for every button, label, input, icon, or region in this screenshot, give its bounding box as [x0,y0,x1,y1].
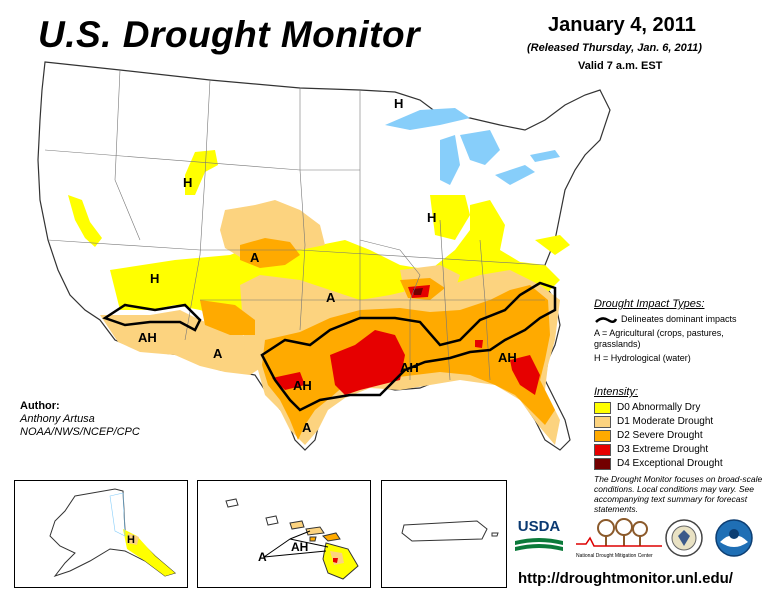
label-ah-louisiana: AH [400,360,419,375]
map-date: January 4, 2011 [548,14,696,36]
author-name: Anthony Artusa [20,413,95,425]
author-heading: Author: [20,400,60,412]
label-h-michigan: H [394,96,403,111]
ndmc-logo: National Drought Mitigation Center [576,518,662,560]
label-a-newmexico: A [213,346,223,361]
usda-logo-text: USDA [517,518,561,535]
impact-agri-label: A = Agricultural (crops, pastures, grass… [594,328,724,349]
author-org: NOAA/NWS/NCEP/CPC [20,426,140,438]
label-ah-arizona: AH [138,330,157,345]
hawaii-inset: AH A [197,480,371,588]
author-block: Author: Anthony Artusa NOAA/NWS/NCEP/CPC [20,400,140,439]
usda-logo: USDA [513,518,565,560]
label-ah-hawaii: AH [291,540,308,554]
d3-areas [272,285,540,395]
label-ah-georgia: AH [498,350,517,365]
label-h-illinois: H [427,210,436,225]
legend-label-d1: D1 Moderate Drought [617,416,714,427]
impact-legend: Drought Impact Types: Delineates dominan… [594,298,770,367]
legend-label-d0: D0 Abnormally Dry [617,402,701,413]
label-h-arizona: H [150,271,159,286]
website-url[interactable]: http://droughtmonitor.unl.edu/ [518,570,733,587]
label-ah-texas: AH [293,378,312,393]
ndmc-trees-icon [576,518,662,547]
label-a-texas-south: A [302,420,312,435]
usda-wave-icon [515,538,563,551]
impact-hydro-label: H = Hydrological (water) [594,353,691,363]
legend-swatch-d3 [594,443,611,456]
state-borders [44,69,546,381]
label-h-alaska: H [127,534,135,546]
page-title: U.S. Drought Monitor [38,14,420,55]
alaska-map: H [49,488,177,577]
legend-swatch-d4 [594,457,611,470]
impact-legend-title: Drought Impact Types: [594,298,705,310]
legend-label-d2: D2 Severe Drought [617,430,703,441]
puerto-rico-map [401,520,499,542]
label-a-colorado: A [250,250,260,265]
legend-swatch-d1 [594,415,611,428]
label-a-hawaii: A [258,550,267,564]
legend-label-d4: D4 Exceptional Drought [617,458,723,469]
d4-area [413,288,423,295]
intensity-legend: Intensity: D0 Abnormally Dry D1 Moderate… [594,386,770,471]
impact-lines [102,281,557,412]
label-a-kansas: A [326,290,336,305]
alaska-inset: H [14,480,188,588]
legend-swatch-d2 [594,429,611,442]
legend-label-d3: D3 Extreme Drought [617,444,709,455]
label-h-montana: H [183,175,192,190]
ndmc-logo-text: National Drought Mitigation Center [576,553,653,559]
valid-time: Valid 7 a.m. EST [578,60,663,72]
impact-line-icon [595,316,618,323]
great-lakes [385,108,560,185]
hawaii-map: AH A [225,498,359,580]
legend-swatch-d0 [594,401,611,414]
impact-line-label: Delineates dominant impacts [621,314,737,324]
doc-seal-icon [664,518,704,558]
disclaimer-note: The Drought Monitor focuses on broad-sca… [594,474,763,514]
release-date: (Released Thursday, Jan. 6, 2011) [527,42,702,54]
noaa-logo-icon [714,518,754,558]
intensity-legend-title: Intensity: [594,386,639,398]
puerto-rico-inset [381,480,507,588]
